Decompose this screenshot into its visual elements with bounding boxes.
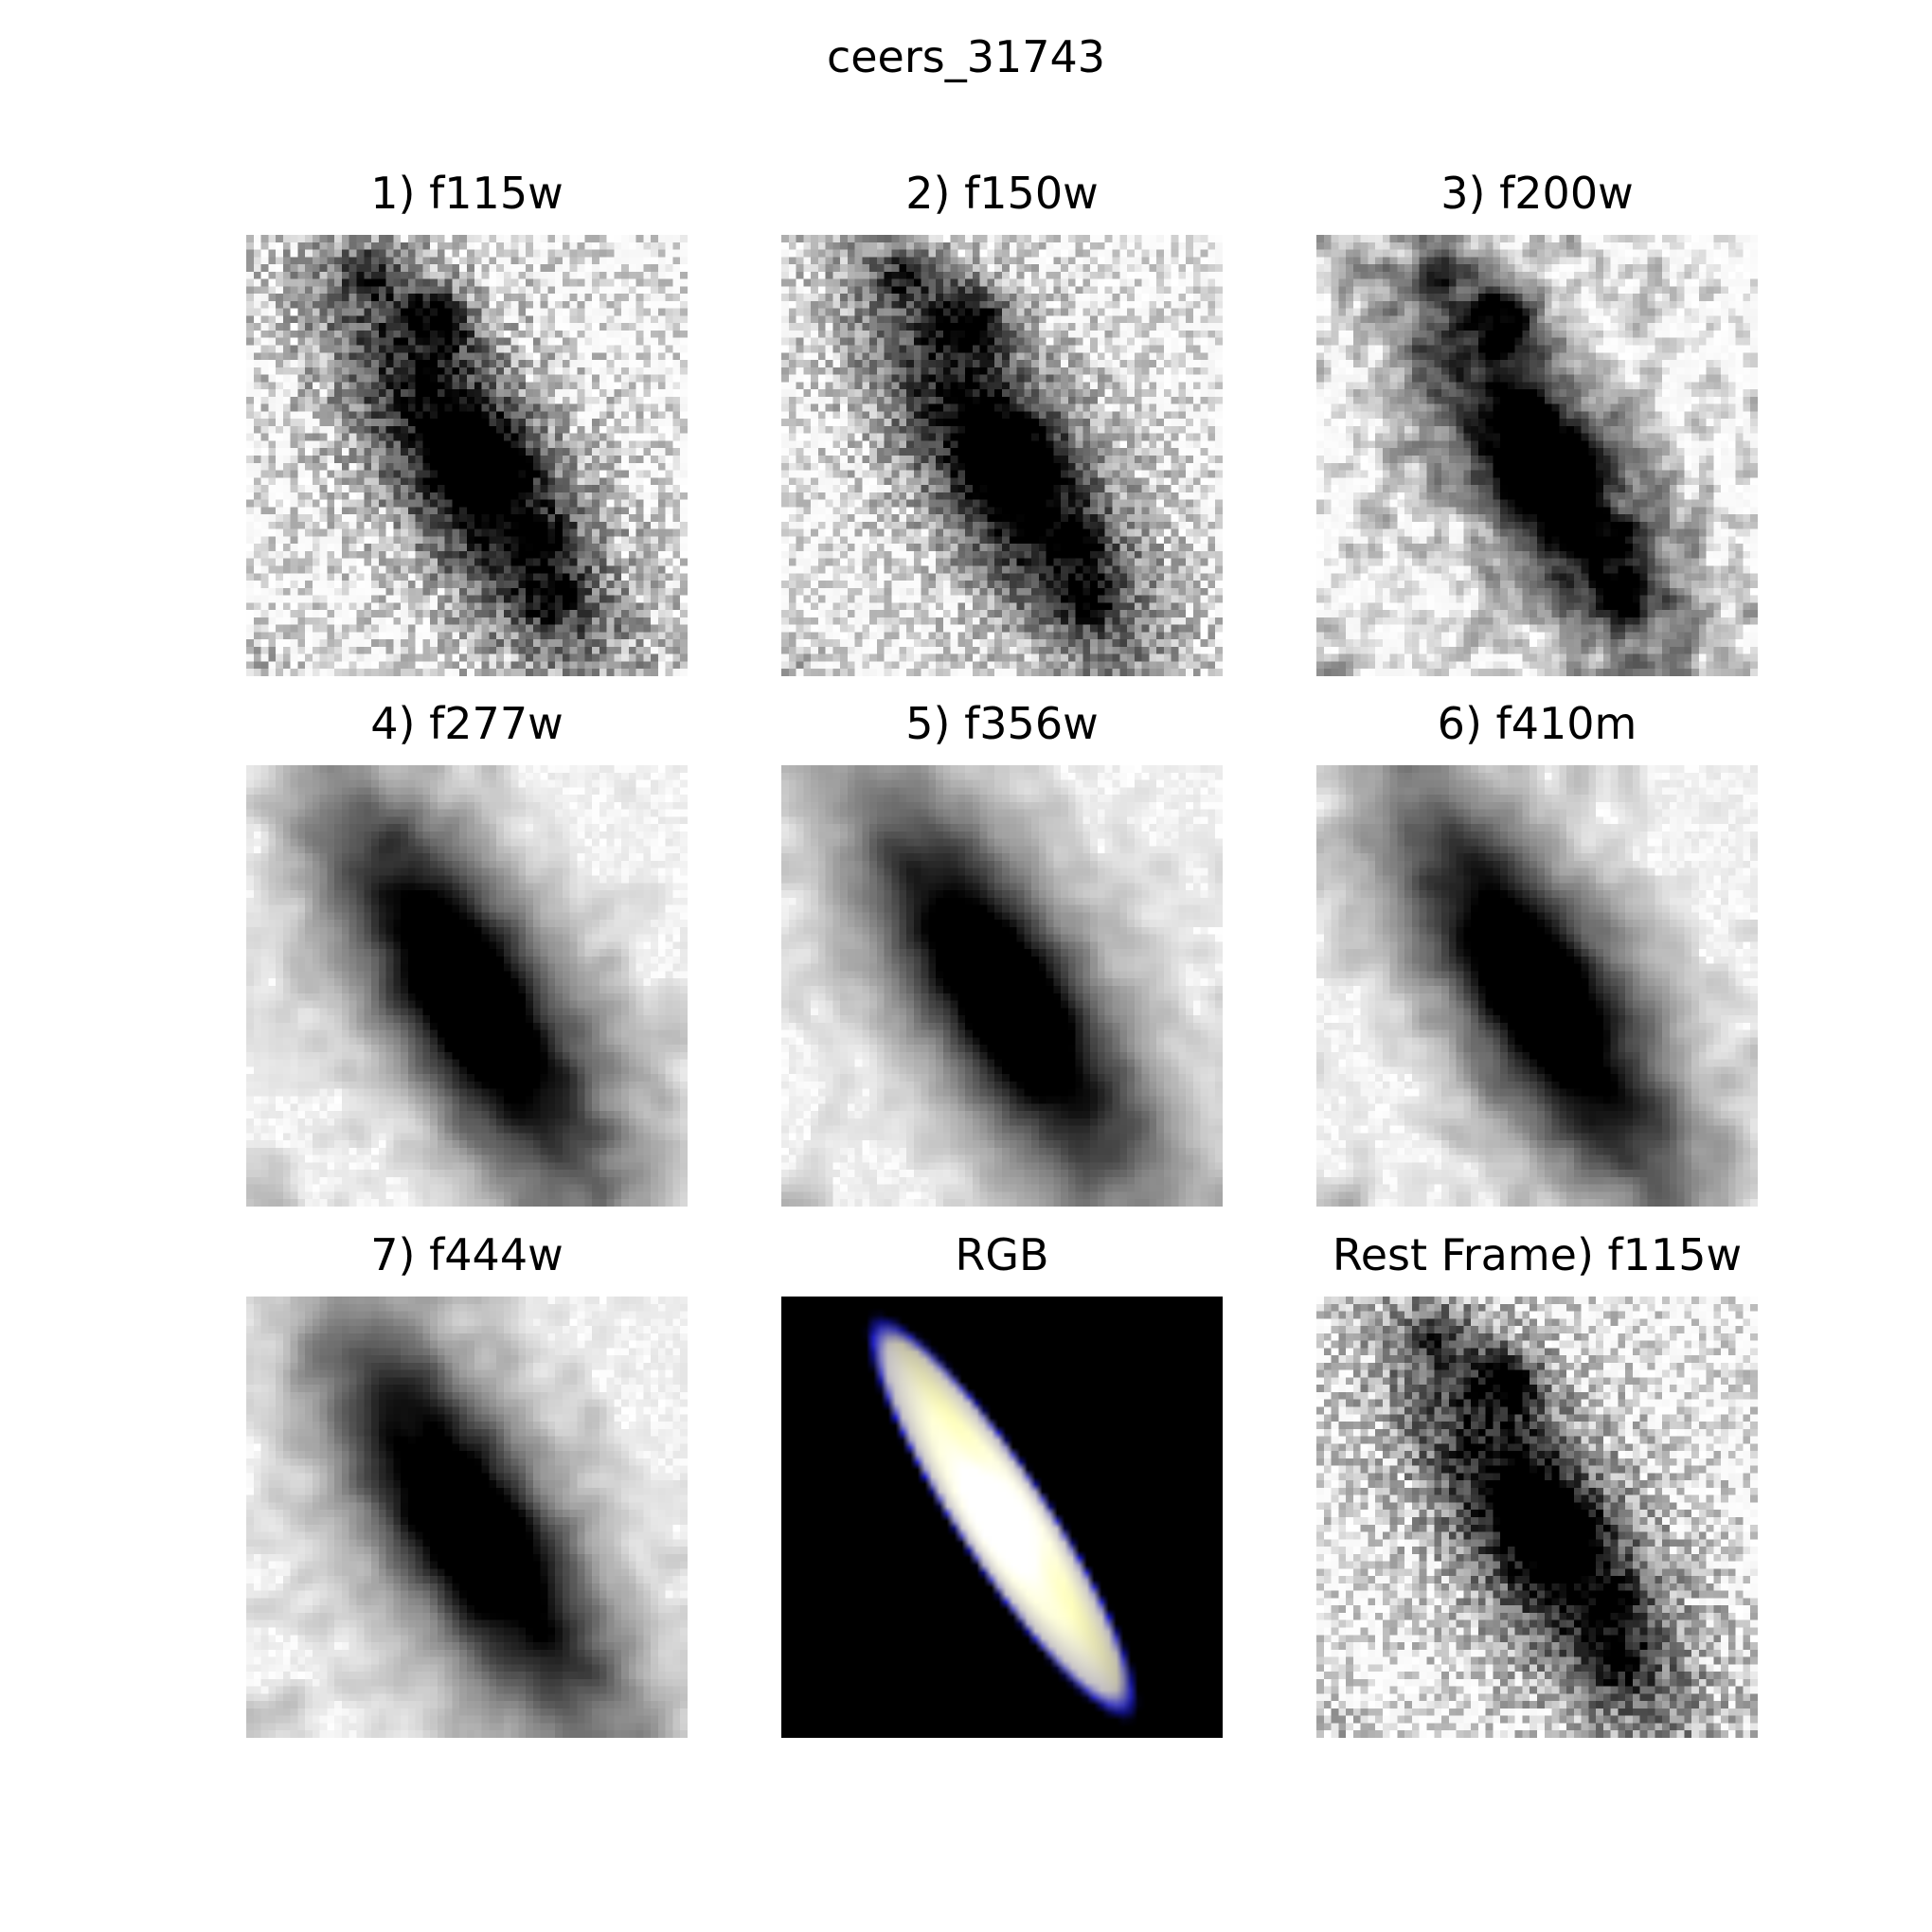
panel-title: 4) f277w (370, 698, 564, 749)
cutout-image (1316, 235, 1758, 676)
cutout-image (246, 765, 688, 1207)
cutout-image (781, 765, 1223, 1207)
panel-title: 1) f115w (370, 168, 564, 219)
cutout-image (246, 1297, 688, 1738)
cutout-image (246, 235, 688, 676)
panel-title: 3) f200w (1440, 168, 1634, 219)
panel-title: 2) f150w (905, 168, 1099, 219)
cutout-image (781, 235, 1223, 676)
panel-title: 6) f410m (1437, 698, 1637, 749)
rgb-composite-image (781, 1297, 1223, 1738)
panel-title: 5) f356w (905, 698, 1099, 749)
panel-title: RGB (955, 1229, 1049, 1280)
panel-title: 7) f444w (370, 1229, 564, 1280)
cutout-image (1316, 1297, 1758, 1738)
panel-title: Rest Frame) f115w (1332, 1229, 1743, 1280)
cutout-image (1316, 765, 1758, 1207)
figure-title: ceers_31743 (826, 31, 1106, 82)
